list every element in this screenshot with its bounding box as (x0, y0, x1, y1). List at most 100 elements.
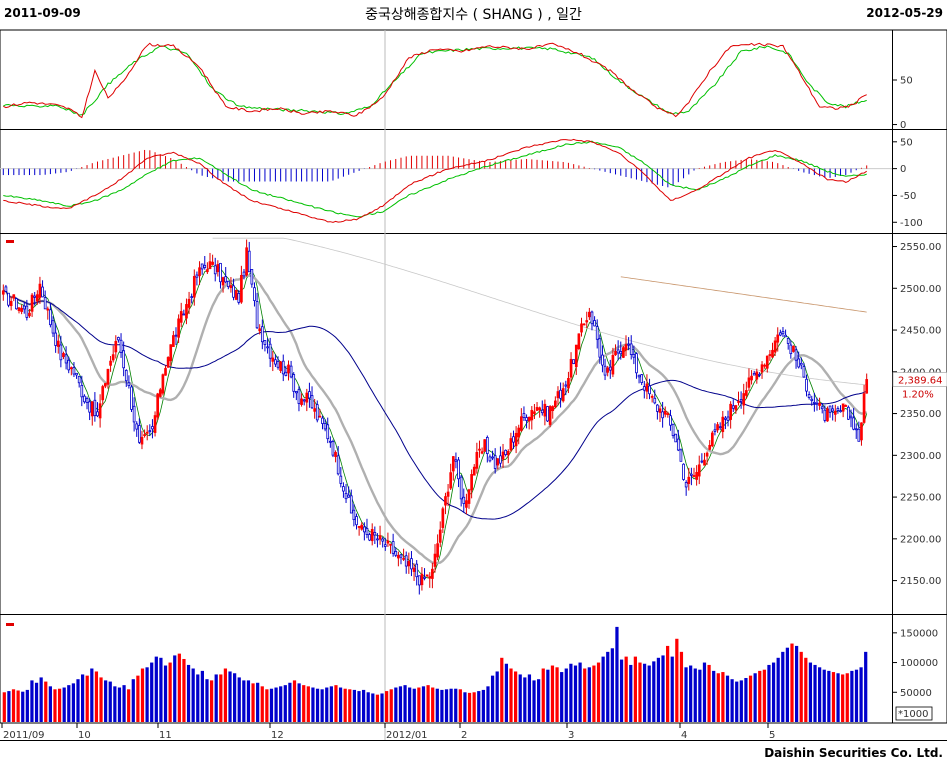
candle-body (721, 416, 725, 433)
candle-body (158, 389, 162, 397)
candle-body (352, 509, 356, 521)
volume-bar (214, 674, 218, 722)
candle-body (653, 397, 657, 404)
candle-body (446, 491, 450, 497)
volume-bar (16, 690, 20, 722)
candle-body (501, 451, 505, 460)
candle-body (200, 263, 204, 270)
candle-body (177, 318, 180, 338)
candle-body (794, 349, 798, 361)
volume-bar (776, 657, 780, 722)
volume-bar (504, 663, 509, 722)
macd-tick-label: -100 (900, 218, 923, 229)
last-price-label: 2,389.64 (898, 375, 943, 386)
candle-body (451, 456, 455, 472)
volume-bar (587, 667, 591, 722)
candle-body (648, 385, 651, 395)
candle-body (182, 313, 186, 316)
volume-bar (449, 688, 453, 722)
volume-bar (831, 672, 836, 722)
volume-bar (67, 685, 71, 722)
volume-bar (417, 687, 421, 722)
volume-bar (813, 664, 817, 722)
candle-body (38, 283, 42, 298)
candle-body (569, 358, 573, 378)
volume-bar (500, 657, 504, 722)
volume-bar (279, 686, 283, 722)
candle-body (247, 250, 251, 273)
candle-body (792, 345, 795, 352)
candle-body (847, 406, 850, 420)
end-date: 2012-05-29 (866, 6, 943, 20)
candle-body (250, 269, 254, 285)
candle-body (577, 333, 581, 350)
candle-body (776, 334, 780, 343)
candle-body (161, 374, 165, 394)
candle-body (253, 287, 256, 301)
volume-bar (375, 694, 380, 722)
volume-bar (159, 657, 163, 722)
candle-body (339, 475, 343, 484)
volume-bar (629, 664, 633, 722)
volume-bar (735, 681, 739, 722)
volume-bar (136, 675, 140, 722)
x-tick-label: 10 (78, 730, 91, 741)
candle-body (122, 350, 126, 369)
candle-body (438, 529, 442, 543)
candle-body (658, 408, 662, 413)
volume-bar (228, 671, 232, 722)
candle-body (20, 307, 23, 312)
volume-bar (712, 670, 716, 722)
candle-body (260, 326, 264, 343)
candle-body (485, 437, 489, 454)
volume-bar (242, 680, 246, 722)
candle-body (310, 395, 314, 409)
candle-body (15, 298, 18, 310)
candle-body (428, 576, 432, 579)
volume-bar (380, 693, 384, 722)
volume-bar (569, 663, 573, 722)
candle-body (281, 360, 285, 375)
candle-body (407, 561, 411, 567)
volume-bar (48, 686, 52, 722)
candle-body (402, 558, 405, 560)
candle-body (9, 300, 13, 307)
candle-body (90, 401, 94, 417)
volume-bar (822, 669, 826, 722)
candle-body (349, 495, 353, 514)
ma120-line (212, 237, 867, 386)
volume-bar (408, 687, 412, 722)
candle-body (671, 423, 675, 437)
volume-bar (334, 685, 338, 722)
candle-body (224, 276, 228, 283)
candle-body (828, 405, 832, 413)
candle-body (656, 404, 659, 412)
candle-body (127, 382, 131, 387)
volume-bar (140, 668, 145, 722)
volume-unit-box (895, 706, 933, 721)
candle-body (308, 391, 311, 399)
volume-bar (541, 668, 545, 722)
candle-body (779, 332, 782, 336)
candle-body (169, 344, 173, 362)
volume-bar (403, 685, 407, 722)
volume-bar (606, 651, 610, 722)
volume-bar (532, 680, 536, 722)
candle-body (608, 366, 612, 371)
candle-body (449, 472, 453, 489)
candle-body (237, 293, 241, 303)
candle-body (383, 544, 387, 547)
volume-bar (652, 661, 656, 722)
volume-bar (578, 662, 582, 722)
candle-body (185, 304, 188, 319)
stoch-k-line (3, 42, 867, 119)
candle-body (245, 247, 248, 276)
candle-body (153, 415, 157, 433)
volume-bar (145, 667, 149, 722)
candle-body (773, 340, 777, 353)
volume-bar (463, 692, 467, 722)
candle-body (475, 452, 479, 469)
volume-bar (675, 638, 679, 722)
volume-bar (150, 662, 154, 722)
volume-bar (845, 673, 849, 722)
